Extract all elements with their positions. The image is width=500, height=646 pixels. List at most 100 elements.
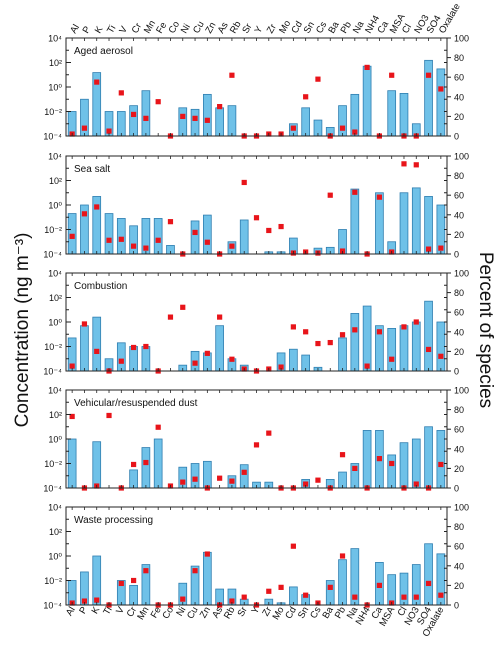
percent-marker <box>401 594 407 600</box>
left-tick-label: 10² <box>49 58 62 68</box>
percent-marker <box>94 204 100 210</box>
percent-marker <box>81 598 88 604</box>
percent-marker <box>167 314 174 320</box>
percent-marker <box>339 553 346 559</box>
bar <box>215 107 224 137</box>
percent-marker <box>290 543 296 549</box>
percent-marker <box>204 117 210 123</box>
right-tick-label: 100 <box>454 386 469 396</box>
percent-marker <box>180 304 186 310</box>
percent-marker <box>401 324 407 330</box>
percent-marker <box>364 64 370 70</box>
percent-marker <box>438 592 444 598</box>
percent-marker <box>155 99 161 105</box>
percent-marker <box>389 72 395 78</box>
percent-marker <box>69 413 75 420</box>
panel-title: Combustion <box>74 281 127 292</box>
left-tick-label: 10⁰ <box>48 318 62 328</box>
percent-marker <box>180 596 186 602</box>
bar <box>399 442 409 489</box>
right-tick-label: 40 <box>454 444 464 454</box>
right-tick-label: 0 <box>454 601 459 611</box>
left-tick-label: 10⁰ <box>48 201 62 211</box>
category-label-bottom: Cd <box>283 605 299 621</box>
percent-marker <box>229 478 235 484</box>
bar <box>92 316 102 372</box>
percent-marker <box>278 223 284 230</box>
bar <box>424 59 433 137</box>
percent-marker <box>204 239 210 245</box>
category-label-top: Rb <box>228 19 244 35</box>
percent-marker <box>303 481 309 487</box>
category-label-top: Cu <box>191 19 207 35</box>
bar <box>301 107 311 137</box>
percent-marker <box>339 452 346 458</box>
bar <box>141 90 151 137</box>
right-tick-label: 100 <box>454 152 469 162</box>
percent-marker <box>131 577 137 584</box>
category-label-bottom: Ti <box>101 605 114 617</box>
category-label-top: K <box>93 24 106 36</box>
left-tick-label: 10⁴ <box>48 269 62 279</box>
bar <box>116 111 126 137</box>
panel-title: Vehicular/resuspended dust <box>74 398 198 409</box>
percent-marker <box>143 115 149 121</box>
left-tick-label: 10⁰ <box>48 435 62 445</box>
percent-marker <box>303 94 309 100</box>
bar <box>215 325 224 372</box>
category-label-bottom: Pb <box>333 605 348 621</box>
bar <box>203 214 212 255</box>
percent-marker <box>229 243 235 249</box>
right-axis-label: Percent of species <box>475 252 496 408</box>
right-tick-label: 100 <box>454 34 469 44</box>
percent-marker <box>217 104 223 110</box>
right-tick-label: 80 <box>454 288 464 298</box>
bar <box>387 328 397 372</box>
bar <box>338 559 347 606</box>
percent-marker <box>303 592 309 598</box>
bar <box>350 188 360 255</box>
right-tick-label: 40 <box>454 92 464 102</box>
percent-marker <box>364 363 370 369</box>
percent-marker <box>69 233 75 239</box>
category-label-bottom: As <box>210 605 225 620</box>
chart-panel: 10⁻⁴ 10⁻² 10⁰ 10² 10⁴ 0 20 40 60 80 100 Vehicular/r… <box>43 386 469 494</box>
bar <box>387 90 397 137</box>
percent-marker <box>376 582 382 588</box>
percent-marker <box>143 568 149 574</box>
right-tick-label: 0 <box>454 132 459 142</box>
left-tick-label: 10⁰ <box>48 552 62 562</box>
right-tick-label: 0 <box>454 250 459 260</box>
percent-marker <box>69 363 75 369</box>
right-tick-label: 60 <box>454 542 464 552</box>
percent-marker <box>290 125 296 131</box>
bar <box>153 438 163 489</box>
percent-marker <box>131 243 137 249</box>
category-label-top: Sn <box>302 20 317 36</box>
percent-marker <box>327 192 333 198</box>
percent-marker <box>143 245 149 251</box>
percent-marker <box>81 321 88 327</box>
percent-marker <box>217 314 223 320</box>
category-label-bottom: Cu <box>185 605 201 621</box>
percent-marker <box>352 327 358 333</box>
percent-marker <box>192 360 198 366</box>
bar <box>325 580 335 606</box>
percent-marker <box>229 598 235 604</box>
left-tick-label: 10⁻² <box>44 459 62 469</box>
percent-marker <box>106 412 112 419</box>
category-label-top: As <box>216 20 231 35</box>
left-tick-label: 10⁻² <box>44 107 62 117</box>
percent-marker <box>167 219 174 225</box>
bar <box>141 447 151 489</box>
percent-marker <box>376 194 382 200</box>
chart-panel: 10⁻⁴ 10⁻² 10⁰ 10² 10⁴ 0 20 40 60 80 100 Sea salt <box>43 152 469 260</box>
bar <box>203 551 212 606</box>
right-tick-label: 20 <box>454 112 464 122</box>
bar <box>227 105 237 137</box>
bar <box>141 346 151 372</box>
percent-marker <box>352 465 358 471</box>
percent-marker <box>303 329 309 335</box>
bar <box>338 337 347 372</box>
category-label-top: P <box>81 25 94 36</box>
